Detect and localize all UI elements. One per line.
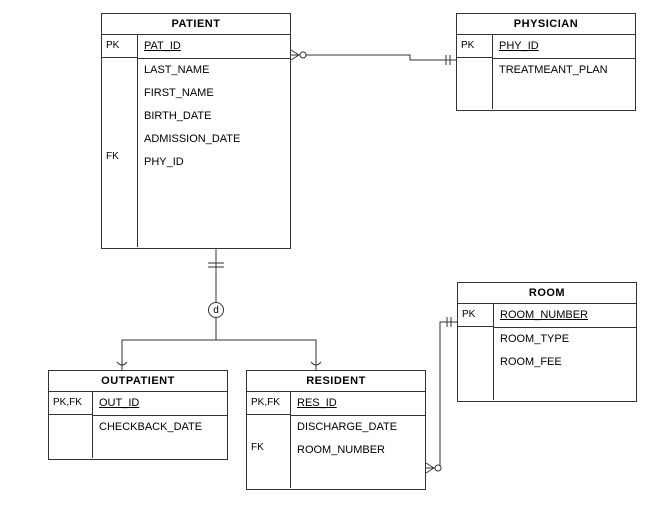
entity-room: ROOMPK ROOM_NUMBERROOM_TYPEROOM_FEE <box>457 282 637 402</box>
attribute-cell: ROOM_NUMBER <box>291 439 425 462</box>
attribute-column: ROOM_NUMBERROOM_TYPEROOM_FEE <box>494 304 636 400</box>
key-cell: PK,FK <box>247 392 290 415</box>
key-cell: FK <box>247 437 290 459</box>
key-cell <box>457 58 492 80</box>
key-cell <box>458 349 493 371</box>
entity-title: ROOM <box>458 283 636 304</box>
entity-outpatient: OUTPATIENTPK,FK OUT_IDCHECKBACK_DATE <box>48 370 228 460</box>
key-cell <box>102 124 137 146</box>
key-cell: FK <box>102 146 137 168</box>
attribute-cell: ADMISSION_DATE <box>138 128 290 151</box>
entity-title: RESIDENT <box>247 371 425 392</box>
key-column: PK,FK <box>49 392 93 458</box>
attribute-cell: CHECKBACK_DATE <box>93 416 227 439</box>
key-cell <box>102 58 137 80</box>
attribute-cell: RES_ID <box>291 392 425 416</box>
key-cell <box>102 80 137 102</box>
key-cell <box>458 327 493 349</box>
entity-title: PATIENT <box>102 14 290 35</box>
attribute-cell: ROOM_TYPE <box>494 328 636 351</box>
key-column: PK <box>458 304 494 400</box>
attribute-cell: BIRTH_DATE <box>138 105 290 128</box>
attribute-cell: DISCHARGE_DATE <box>291 416 425 439</box>
entity-title: OUTPATIENT <box>49 371 227 392</box>
attribute-column: RES_IDDISCHARGE_DATEROOM_NUMBER <box>291 392 425 488</box>
attribute-column: PAT_IDLAST_NAMEFIRST_NAMEBIRTH_DATEADMIS… <box>138 35 290 247</box>
attribute-cell: PAT_ID <box>138 35 290 59</box>
attribute-cell: LAST_NAME <box>138 59 290 82</box>
attribute-cell: TREATMEANT_PLAN <box>493 59 635 82</box>
attribute-column: OUT_IDCHECKBACK_DATE <box>93 392 227 458</box>
attribute-column: PHY_IDTREATMEANT_PLAN <box>493 35 635 109</box>
attribute-cell: ROOM_FEE <box>494 351 636 374</box>
key-cell <box>102 102 137 124</box>
key-cell: PK <box>457 35 492 58</box>
inheritance-d-symbol: d <box>208 302 224 318</box>
attribute-cell: OUT_ID <box>93 392 227 416</box>
entity-resident: RESIDENTPK,FK FKRES_IDDISCHARGE_DATEROOM… <box>246 370 426 490</box>
entity-title: PHYSICIAN <box>457 14 635 35</box>
key-cell: PK <box>458 304 493 327</box>
attribute-cell: PHY_ID <box>138 151 290 174</box>
entity-physician: PHYSICIANPK PHY_IDTREATMEANT_PLAN <box>456 13 636 111</box>
key-cell: PK <box>102 35 137 58</box>
key-cell <box>49 415 92 437</box>
entity-patient: PATIENTPK FKPAT_IDLAST_NAMEFIRST_NAMEBIR… <box>101 13 291 249</box>
attribute-cell: PHY_ID <box>493 35 635 59</box>
key-column: PK,FK FK <box>247 392 291 488</box>
key-cell <box>247 415 290 437</box>
attribute-cell: FIRST_NAME <box>138 82 290 105</box>
attribute-cell: ROOM_NUMBER <box>494 304 636 328</box>
key-column: PK <box>457 35 493 109</box>
key-cell: PK,FK <box>49 392 92 415</box>
key-column: PK FK <box>102 35 138 247</box>
